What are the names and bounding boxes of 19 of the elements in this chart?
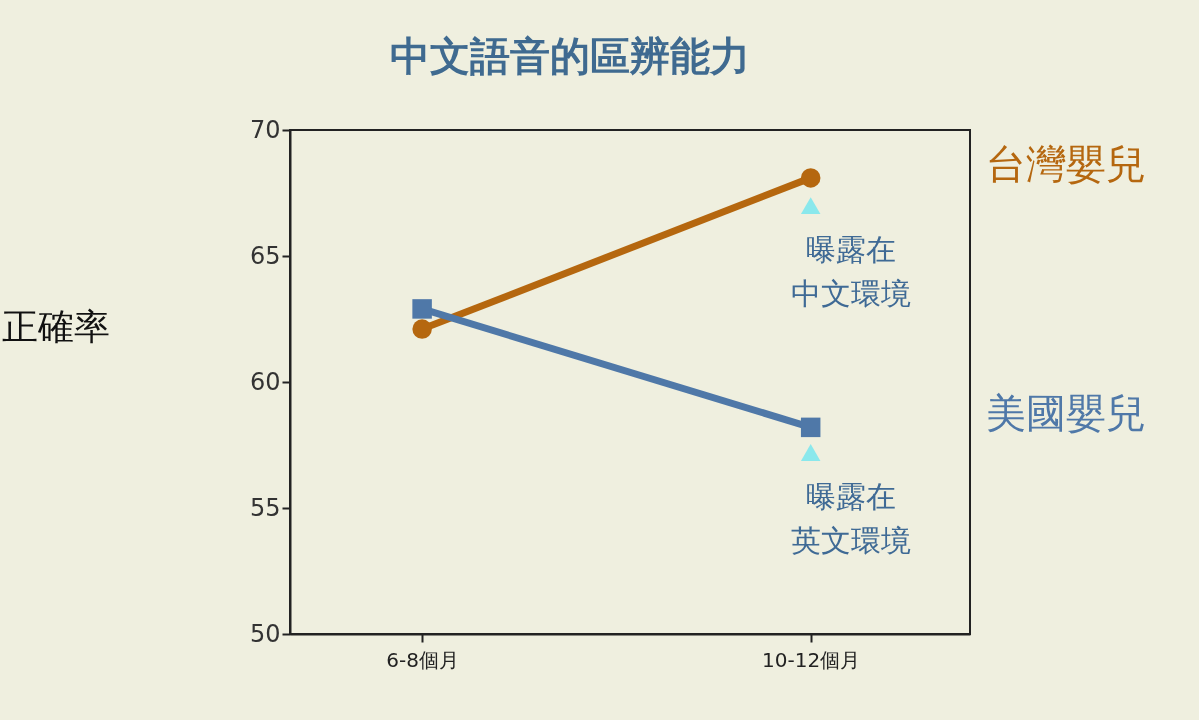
point (800, 417, 821, 438)
text: 美國嬰兒 (985, 390, 1146, 437)
point (800, 444, 821, 461)
annotation: 曝露在中文環境 (790, 231, 911, 311)
y-tick-label: 55 (249, 493, 281, 522)
point (800, 168, 821, 188)
point (412, 299, 432, 319)
annotation: 曝露在英文環境 (790, 478, 911, 558)
y-tick-label: 70 (249, 115, 281, 144)
y-tick-label: 50 (249, 619, 281, 648)
chart-title: 中文語音的區辨能力 (390, 33, 750, 79)
y-tick-label: 65 (249, 241, 281, 270)
point (800, 197, 821, 215)
text: 台灣嬰兒 (985, 140, 1146, 187)
x-tick-label: 6-8個月 (386, 647, 459, 672)
point (412, 319, 432, 339)
y-axis-title: 正確率 (1, 306, 110, 348)
y-tick-label: 60 (249, 367, 281, 396)
x-tick-label: 10-12個月 (762, 647, 861, 672)
